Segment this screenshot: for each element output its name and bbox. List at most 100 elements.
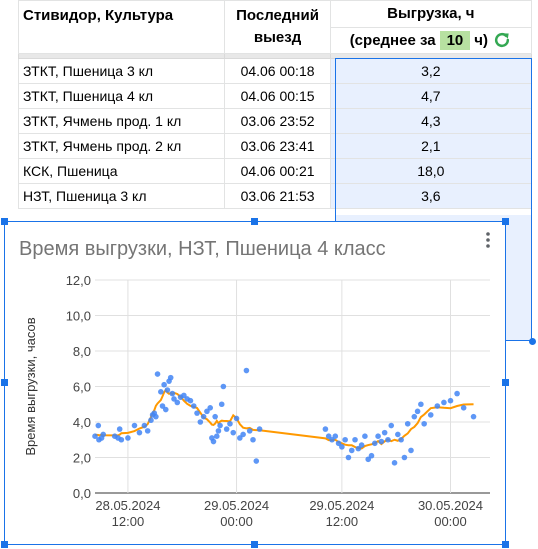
cell-unload-hours[interactable]: 4,7 (329, 83, 533, 109)
more-vert-icon[interactable] (485, 231, 491, 249)
data-point (441, 399, 447, 406)
data-point (408, 447, 414, 454)
data-point (227, 420, 233, 427)
data-point (381, 429, 388, 436)
cell-last-departure[interactable]: 04.06 00:18 (224, 58, 331, 84)
cell-unload-hours[interactable]: 3,2 (329, 58, 533, 84)
data-point (335, 440, 342, 447)
data-point (148, 417, 154, 424)
data-point (187, 397, 194, 404)
data-point (460, 405, 467, 411)
data-point (162, 406, 169, 413)
data-point (181, 392, 187, 399)
cell-unload-hours[interactable]: 18,0 (329, 158, 533, 184)
data-point (256, 426, 263, 432)
table-row: НЗТ, Пшеница 3 кл 03.06 21:53 3,6 (17, 183, 533, 209)
chart-handle-br[interactable] (502, 541, 509, 548)
average-hours-input[interactable]: 10 (439, 30, 471, 50)
y-axis-label: Время выгрузки, часов (23, 317, 38, 455)
header-last-line2: выезд (253, 29, 302, 46)
y-tick-label: 12,0 (66, 273, 91, 288)
cell-stevedore[interactable]: ЗТКТ, Пшеница 3 кл (17, 58, 226, 84)
chart-handle-left[interactable] (1, 379, 8, 386)
cell-last-departure[interactable]: 04.06 00:21 (224, 158, 331, 184)
chart-handle-bl[interactable] (1, 541, 8, 548)
average-suffix: ч) (474, 31, 488, 49)
data-point (404, 420, 411, 427)
chart-handle-bottom[interactable] (251, 541, 258, 548)
x-tick-label: 28.05.2024 (95, 498, 160, 513)
data-point (194, 410, 200, 416)
data-point (210, 438, 217, 445)
data-point (100, 431, 107, 438)
data-point (342, 436, 348, 443)
x-tick-label: 12:00 (112, 514, 145, 529)
cell-stevedore[interactable]: ЗТКТ, Пшеница 4 кл (17, 83, 226, 109)
cell-stevedore[interactable]: ЗТКТ, Ячмень прод. 1 кл (17, 108, 226, 134)
data-point (253, 458, 260, 464)
x-tick-label: 12:00 (326, 514, 359, 529)
table-row: КСК, Пшеница 04.06 00:21 18,0 (17, 158, 533, 184)
x-tick-label: 29.05.2024 (204, 498, 269, 513)
data-point (345, 454, 352, 461)
cell-last-departure[interactable]: 03.06 23:41 (224, 133, 331, 159)
data-point (358, 442, 365, 448)
data-point (204, 408, 210, 415)
chart[interactable]: Время выгрузки, НЗТ, Пшеница 4 класс 0,0… (4, 221, 506, 545)
average-prefix: (среднее за (349, 31, 436, 49)
sheet: Стивидор, Культура Последний выезд Выгру… (17, 0, 533, 209)
data-point (332, 433, 339, 439)
data-point (167, 374, 174, 381)
cell-unload-hours[interactable]: 2,1 (329, 133, 533, 159)
chart-handle-tl[interactable] (1, 218, 8, 225)
data-point (322, 426, 329, 432)
data-point (243, 367, 250, 374)
data-point (371, 440, 378, 447)
header-unload[interactable]: Выгрузка, ч (329, 0, 533, 28)
cell-last-departure[interactable]: 03.06 21:53 (224, 183, 331, 209)
cell-stevedore[interactable]: КСК, Пшеница (17, 158, 226, 184)
refresh-icon[interactable] (492, 30, 512, 50)
data-point (470, 413, 477, 420)
header-stevedore[interactable]: Стивидор, Культура (17, 0, 226, 54)
data-point (141, 422, 148, 429)
data-point (395, 431, 401, 438)
data-point (329, 436, 335, 443)
data-point (218, 401, 225, 408)
cell-unload-hours[interactable]: 3,6 (329, 183, 533, 209)
data-point (398, 436, 404, 443)
data-point (125, 435, 131, 441)
header-row-2: (среднее за 10 ч) (19, 26, 533, 54)
data-point (454, 390, 460, 397)
data-point (434, 403, 441, 409)
data-point (95, 422, 102, 429)
data-point (200, 413, 207, 420)
y-tick-label: 8,0 (73, 344, 91, 359)
cell-last-departure[interactable]: 04.06 00:15 (224, 83, 331, 109)
cell-stevedore[interactable]: ЗТКТ, Ячмень прод. 2 кл (17, 133, 226, 159)
data-point (233, 415, 240, 422)
chart-handle-tr[interactable] (502, 218, 509, 225)
chart-handle-right[interactable] (502, 379, 509, 386)
header-average-cell[interactable]: (среднее за 10 ч) (329, 26, 533, 54)
data-point (401, 454, 408, 461)
chart-handle-top[interactable] (251, 218, 258, 225)
data-point (375, 433, 381, 439)
cell-last-departure[interactable]: 03.06 23:52 (224, 108, 331, 134)
header-last-departure[interactable]: Последний выезд (224, 0, 331, 54)
data-point (411, 413, 418, 420)
data-point (352, 436, 358, 443)
chart-plot: 0,02,04,06,08,010,012,028.05.202412:0029… (23, 273, 490, 529)
data-point (171, 396, 177, 402)
data-point (212, 413, 218, 420)
data-point (388, 422, 395, 429)
data-point (153, 413, 159, 420)
data-point (215, 428, 222, 434)
data-point (159, 403, 166, 409)
cell-unload-hours[interactable]: 4,3 (329, 108, 533, 134)
cell-stevedore[interactable]: НЗТ, Пшеница 3 кл (17, 183, 226, 209)
header-row-1: Стивидор, Культура Последний выезд Выгру… (17, 0, 533, 54)
data-point (421, 420, 427, 427)
selection-handle[interactable] (529, 338, 536, 345)
data-point (131, 422, 138, 429)
